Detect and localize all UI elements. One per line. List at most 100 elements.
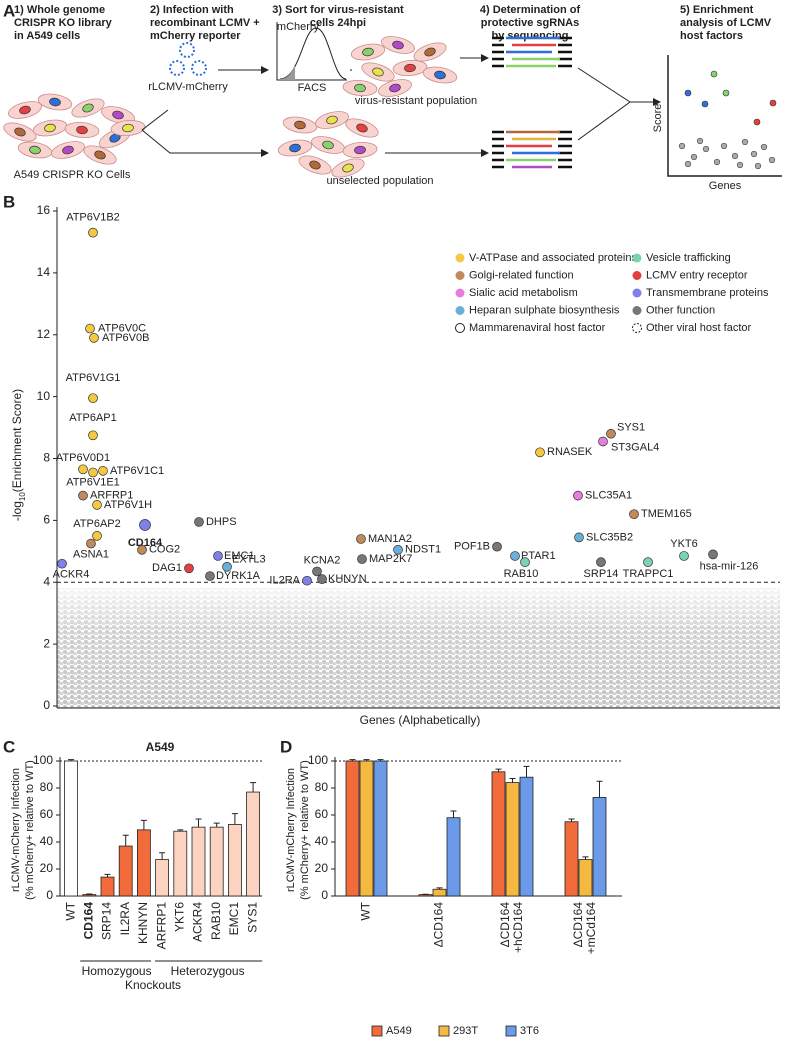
error-bar (250, 782, 257, 793)
legend-swatch (632, 306, 642, 315)
error-bar (349, 759, 356, 761)
mini-dot (720, 142, 728, 150)
gene-point (139, 519, 151, 531)
gene-label: POF1B (454, 541, 490, 553)
gene-label: EXTL3 (232, 554, 266, 566)
y-tick-label: 80 (40, 780, 54, 794)
legend-swatch (438, 1025, 450, 1037)
step-title: host factors (680, 30, 743, 42)
cell (315, 111, 349, 129)
legend-swatch (455, 306, 465, 315)
x-tick-label: ΔCD164 (571, 902, 585, 948)
step-title: 1) Whole genome (14, 4, 105, 16)
mini-dot (722, 89, 730, 97)
nucleus (112, 110, 124, 120)
cell (378, 79, 412, 97)
mini-axes (667, 55, 782, 177)
x-tick-label: WT (359, 901, 373, 920)
legend-label: Vesicle trafficking (646, 252, 731, 264)
gene-label: ATP6V0D1 (56, 452, 110, 464)
gene-point (606, 428, 616, 439)
cell (381, 36, 415, 54)
y-tick-label: 80 (315, 780, 329, 794)
y-tick-label: 0 (43, 698, 50, 712)
gene-point (520, 557, 530, 567)
y-axis-label: rLCMV-mCherry Infection (10, 768, 22, 892)
y-tick-label: 40 (40, 834, 54, 848)
nucleus (372, 67, 384, 77)
gene-point (535, 447, 545, 458)
nucleus (76, 125, 88, 135)
background-fade (57, 588, 780, 708)
nucleus (289, 143, 301, 153)
nucleus (19, 105, 31, 115)
step-title: 5) Enrichment (680, 4, 754, 16)
cell (282, 116, 318, 134)
gene-label: RAB10 (504, 568, 539, 580)
gene-point (88, 467, 98, 478)
legend-swatch (632, 323, 642, 333)
chart-title: A549 (146, 740, 175, 754)
x-tick-label: ΔCD164 (498, 902, 512, 948)
gene-label: ATP6V0C (98, 322, 146, 334)
gene-label: KHNYN (328, 573, 367, 585)
cell (422, 66, 458, 84)
gene-label: SLC35B2 (586, 531, 633, 543)
mini-dot (678, 142, 686, 150)
legend-label: Transmembrane proteins (646, 287, 769, 299)
nucleus (424, 47, 436, 57)
nucleus (29, 145, 41, 155)
nucleus (44, 123, 56, 133)
error-bar (495, 768, 502, 772)
gene-label: NDST1 (405, 544, 441, 556)
gene-point (88, 430, 98, 441)
error-bar (568, 818, 575, 822)
error-bar (436, 887, 443, 890)
cell (361, 62, 395, 82)
gene-point (88, 227, 98, 238)
error-bar (177, 829, 184, 832)
mini-dot (753, 118, 761, 126)
y-tick-label: 6 (43, 513, 50, 527)
gene-point (492, 541, 502, 552)
bar (191, 826, 206, 897)
cell (392, 59, 428, 77)
gene-point (88, 393, 98, 404)
gene-point (643, 557, 653, 567)
gene-label: MAN1A2 (368, 533, 412, 545)
y-tick-label: 14 (37, 265, 51, 279)
x-tick-label: SRP14 (100, 902, 114, 940)
legend-swatch (455, 323, 465, 333)
arrow (141, 109, 169, 131)
error-bar (68, 759, 75, 761)
error-bar (231, 813, 238, 825)
legend-label: Other function (646, 304, 715, 316)
legend-label: V-ATPase and associated proteins (469, 252, 637, 264)
cell (51, 141, 85, 159)
gene-label: PTAR1 (521, 550, 556, 562)
step-title: 2) Infection with (150, 4, 234, 16)
mini-dot (754, 162, 762, 170)
step-title: by sequencing (491, 30, 568, 42)
step-title: cells 24hpi (310, 17, 366, 29)
error-bar (140, 819, 147, 830)
gene-point (57, 558, 67, 569)
step-title: recombinant LCMV + (150, 17, 260, 29)
gene-point (137, 544, 147, 555)
nucleus (404, 63, 416, 73)
gene-label: SRP14 (584, 568, 619, 580)
step-title: 3) Sort for virus-resistant (272, 4, 404, 16)
cell (32, 119, 68, 137)
cell (64, 121, 100, 139)
y-tick-label: 60 (40, 807, 54, 821)
gene-label: SYS1 (617, 422, 645, 434)
bar (446, 817, 461, 897)
cell (350, 43, 386, 61)
gene-label: ATP6V1E1 (66, 476, 120, 488)
gene-label: DHPS (206, 516, 237, 528)
x-tick-label: EMC1 (227, 902, 241, 936)
virus (179, 42, 195, 58)
step-title: protective sgRNAs (481, 17, 579, 29)
bar (505, 782, 520, 897)
gene-point (708, 549, 718, 560)
